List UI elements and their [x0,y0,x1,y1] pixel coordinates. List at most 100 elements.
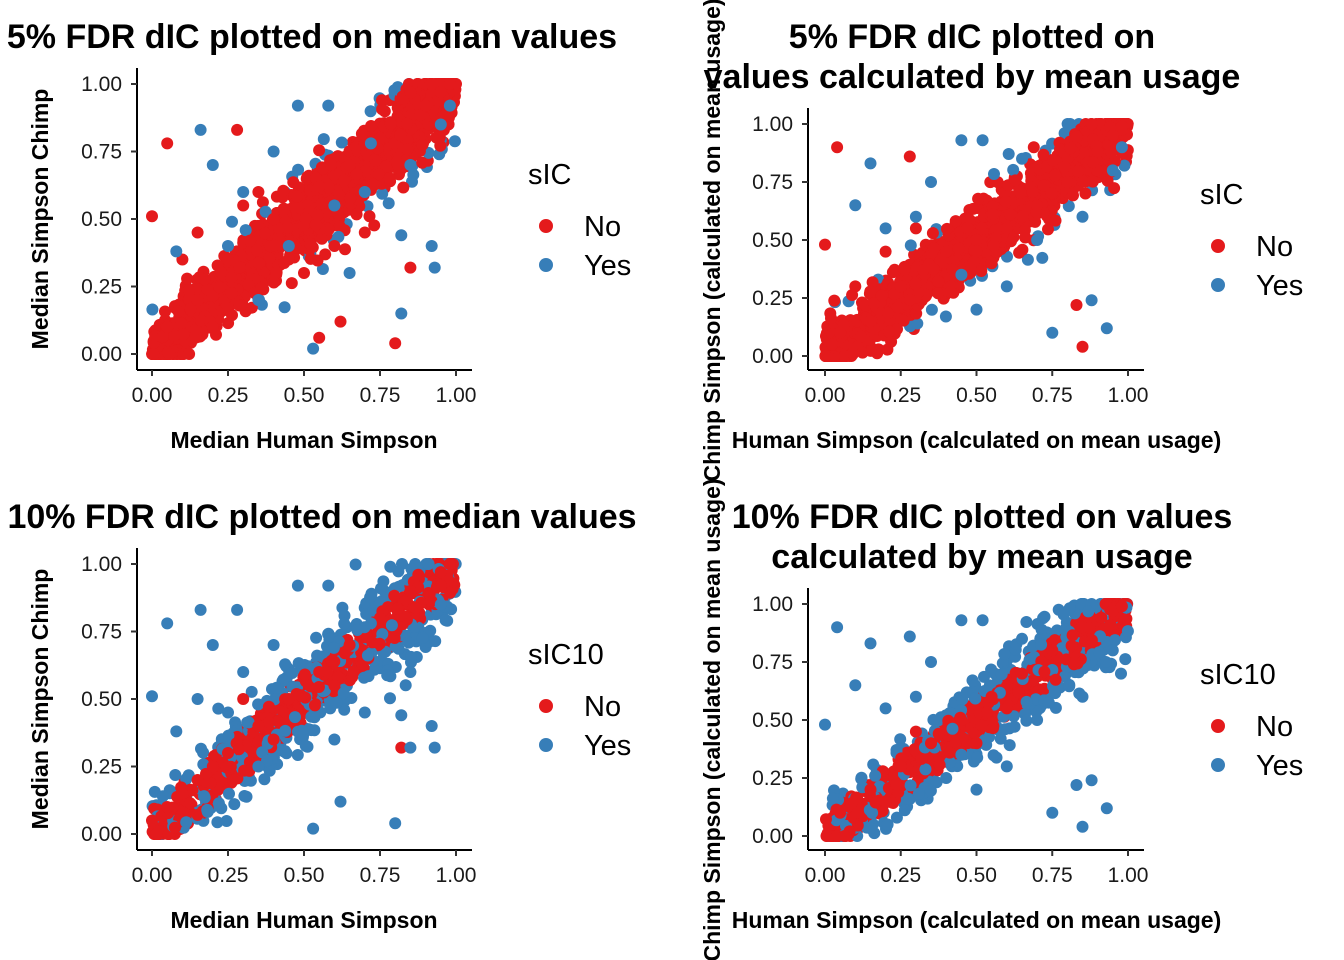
point-bg [277,673,290,686]
point-bg [1002,148,1015,160]
point-bg [186,784,199,797]
point-bg [869,769,882,782]
point-bg [1012,686,1025,699]
y-tick-label: 0.50 [81,208,122,231]
point-bg [1027,141,1040,154]
point-bg [384,118,397,131]
point-bg [361,649,374,662]
point-yes [879,222,892,235]
point-bg [263,252,276,265]
point-no [343,159,356,171]
legend-key-yes [1211,278,1225,292]
point-yes [267,639,280,651]
point-bg [184,303,197,316]
point-no [191,294,204,306]
points-layer [146,558,462,840]
point-bg [195,742,207,755]
point-bg [391,156,403,169]
point-bg [826,338,838,351]
legend-label-yes: Yes [1256,750,1303,782]
point-yes [879,702,892,715]
point-bg [847,347,859,360]
x-axis-label: Human Simpson (calculated on mean usage) [732,427,1222,453]
point-yes [364,137,377,150]
point-no [434,566,447,579]
point-no [313,331,326,344]
legend-key-no [1211,719,1225,733]
legend-key-yes [539,738,553,752]
legend-label-yes: Yes [584,250,631,282]
point-bg [220,815,233,827]
point-bg [943,746,956,759]
y-tick-label: 0.75 [752,171,793,194]
point-bg [400,117,413,130]
point-no [267,733,280,746]
point-bg [964,263,977,276]
point-bg [344,192,357,205]
point-no [1076,621,1089,634]
point-no [222,253,234,266]
point-bg [291,749,304,761]
point-no [831,141,844,154]
point-bg [1118,159,1131,172]
y-tick-label: 0.75 [81,141,122,164]
point-bg [245,685,258,698]
y-tick-label: 0.25 [752,287,793,310]
point-bg [222,729,235,742]
x-tick-label: 0.25 [880,864,921,887]
point-bg [379,160,392,173]
point-bg [864,822,877,835]
point-bg [1077,175,1090,188]
point-bg [1016,210,1029,223]
point-bg [949,215,962,228]
point-yes [1046,806,1059,819]
point-bg [232,743,245,756]
point-bg [897,314,910,327]
point-bg [337,687,350,700]
point-yes [307,342,320,355]
point-bg [882,307,895,320]
point-bg [998,648,1011,660]
point-bg [279,724,292,737]
point-yes [291,579,304,592]
point-bg [163,348,176,360]
point-yes [1076,690,1089,703]
point-bg [279,658,292,671]
point-yes [404,159,417,171]
point-bg [226,215,238,228]
point-yes [955,134,968,147]
point-yes [404,666,417,678]
point-bg [926,227,939,240]
point-no [970,234,983,246]
point-bg [1057,608,1070,621]
point-no [404,261,417,274]
point-no [1091,145,1104,158]
x-tick-label: 0.25 [208,864,249,887]
point-bg [375,582,387,595]
point-bg [1020,616,1033,628]
x-tick-label: 0.50 [956,384,997,407]
point-no [434,86,447,99]
point-yes [425,240,438,252]
x-axis-label: Median Human Simpson [170,907,437,933]
point-bg [376,103,389,116]
point-bg [892,301,904,314]
point-bg [259,205,272,218]
point-bg [932,275,945,288]
point-no [161,321,174,333]
point-bg [1042,696,1055,709]
point-bg [439,614,452,627]
point-bg [952,242,965,255]
x-tick-label: 0.25 [880,384,921,407]
point-bg [212,797,225,810]
point-yes [191,693,204,705]
point-yes [903,630,916,643]
point-yes [428,741,441,754]
point-no [161,137,174,150]
point-no [894,280,907,293]
point-bg [941,222,953,235]
point-bg [890,811,903,824]
